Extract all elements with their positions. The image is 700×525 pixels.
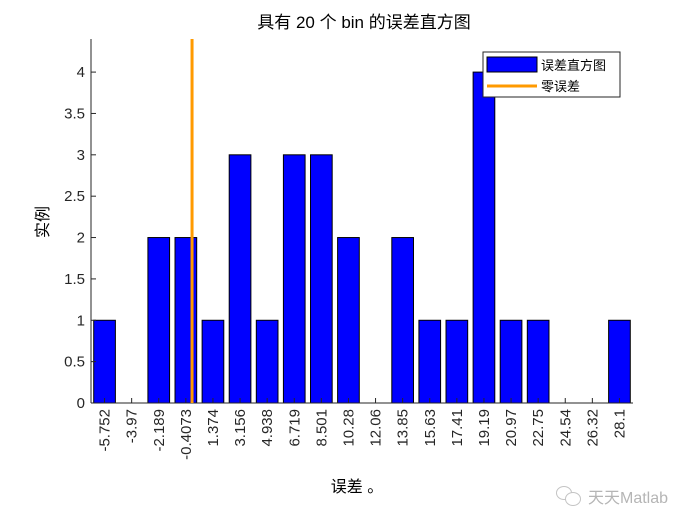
x-tick-label: 17.41	[449, 409, 466, 447]
bars-group	[93, 71, 631, 404]
legend: 误差直方图 零误差	[482, 51, 621, 98]
histogram-bar	[445, 319, 469, 404]
histogram-bar	[337, 237, 360, 404]
watermark-text: 天天Matlab	[588, 490, 669, 507]
histogram-bar	[282, 154, 306, 404]
legend-bar-swatch	[486, 56, 538, 73]
x-tick-label: 12.06	[368, 409, 385, 447]
wechat-icon	[556, 486, 582, 506]
histogram-bar	[147, 237, 171, 404]
x-tick-label: -3.97	[124, 409, 141, 443]
x-tick-label: 24.54	[557, 409, 574, 447]
x-tick-label: 19.19	[476, 409, 493, 447]
x-tick-label: -2.189	[151, 409, 168, 452]
histogram-bar	[608, 319, 631, 404]
histogram-bar	[418, 319, 442, 404]
x-tick-label: 22.75	[530, 409, 547, 447]
watermark: 天天Matlab	[556, 484, 668, 508]
legend-label-histogram: 误差直方图	[541, 58, 606, 73]
x-tick-label: -0.4073	[178, 409, 195, 460]
y-axis-label: 实例	[34, 206, 52, 238]
histogram-bar	[255, 319, 279, 404]
x-tick-label: 10.28	[340, 409, 357, 447]
histogram-bar	[472, 71, 496, 404]
x-tick-label: 13.85	[395, 409, 412, 447]
y-tick-label: 1.5	[64, 271, 85, 288]
x-tick-label: 26.32	[584, 409, 601, 447]
y-axis: 0 0.5 1 1.5 2 2.5 3 3.5 4	[64, 39, 96, 412]
x-tick-label: 15.63	[422, 409, 439, 447]
x-tick-label: 20.97	[503, 409, 520, 447]
legend-box	[482, 51, 621, 98]
y-tick-label: 0.5	[64, 354, 85, 371]
x-tick-label: -5.752	[97, 409, 114, 452]
y-tick-label: 2	[77, 230, 85, 247]
x-axis-label: 误差 。	[331, 478, 383, 496]
legend-label-zero-error: 零误差	[541, 79, 580, 94]
histogram-bar	[201, 319, 225, 404]
y-tick-label: 4	[77, 64, 85, 81]
histogram-bar	[499, 319, 523, 404]
histogram-bar	[228, 154, 252, 404]
x-tick-label: 3.156	[232, 409, 249, 447]
x-axis: -5.752 -3.97 -2.189 -0.4073 1.374 3.156 4.938 6…	[91, 398, 633, 460]
x-tick-label: 1.374	[205, 409, 222, 447]
y-tick-label: 1	[77, 312, 85, 329]
y-tick-label: 3	[77, 147, 85, 164]
x-tick-label: 4.938	[259, 409, 276, 447]
y-tick-label: 3.5	[64, 105, 85, 122]
histogram-bar	[526, 319, 550, 404]
histogram-bar	[93, 319, 116, 404]
histogram-bar	[310, 154, 333, 404]
chart-title: 具有 20 个 bin 的误差直方图	[257, 13, 471, 32]
y-tick-label: 0	[77, 395, 85, 412]
histogram-bar	[391, 237, 414, 404]
y-tick-label: 2.5	[64, 188, 85, 205]
x-tick-label: 6.719	[286, 409, 303, 447]
x-tick-label: 28.1	[611, 409, 628, 438]
x-tick-label: 8.501	[313, 409, 330, 447]
